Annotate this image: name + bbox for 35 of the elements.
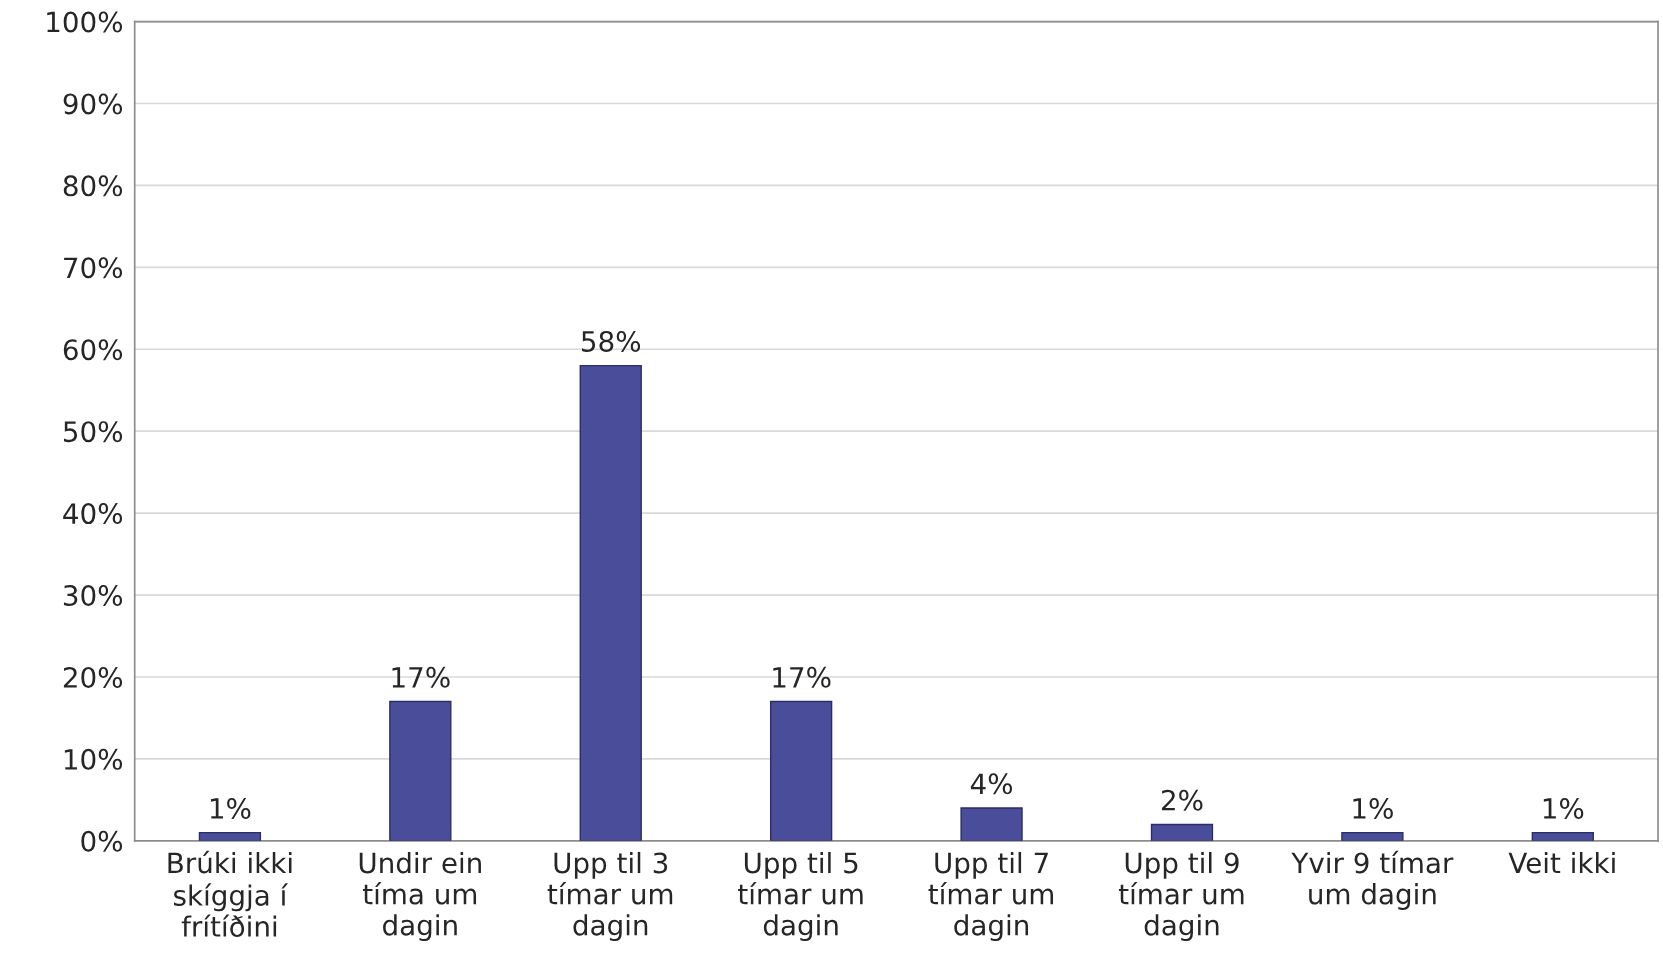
data-label: 1%: [1353, 797, 1393, 819]
y-tick-label: 10%: [64, 748, 123, 770]
bar: [1150, 823, 1214, 841]
bar: [579, 364, 642, 841]
bar: [389, 700, 452, 841]
bar: [960, 807, 1023, 841]
x-tick-label: Yvir 9 tímar um dagin: [1291, 850, 1454, 910]
bar: [1341, 831, 1404, 841]
y-tick-label: 50%: [64, 421, 123, 443]
bar: [198, 831, 262, 841]
data-label: 17%: [773, 666, 831, 688]
y-tick-label: 30%: [63, 584, 123, 606]
y-tick-label: 20%: [63, 666, 123, 688]
bar: [769, 700, 833, 841]
y-tick-label: 100%: [47, 11, 123, 33]
data-label: 4%: [970, 773, 1013, 795]
y-tick-label: 60%: [63, 339, 123, 361]
x-tick-label: Brúki ikki skíggja í frítíðini: [168, 850, 292, 937]
y-tick-label: 70%: [64, 257, 123, 279]
x-tick-label: Veit ikki: [1508, 851, 1615, 874]
x-tick-label: Upp til 5 tímar um dagin: [738, 851, 863, 942]
y-tick-label: 80%: [63, 175, 123, 197]
data-label: 2%: [1161, 789, 1203, 811]
x-tick-label: Upp til 7 tímar um dagin: [928, 851, 1054, 942]
y-tick-label: 90%: [63, 93, 123, 115]
data-label: 1%: [1543, 797, 1584, 819]
data-label: 17%: [392, 666, 450, 688]
data-label: 58%: [582, 330, 641, 352]
x-tick-label: Upp til 9 tímar um dagin: [1118, 851, 1244, 942]
x-tick-label: Upp til 3 tímar um dagin: [547, 851, 673, 942]
data-label: 1%: [210, 797, 251, 819]
x-tick-label: Undir ein tíma um dagin: [359, 851, 481, 942]
y-tick-label: 40%: [63, 503, 123, 525]
y-tick-label: 0%: [81, 830, 123, 852]
bar: [1531, 831, 1594, 841]
